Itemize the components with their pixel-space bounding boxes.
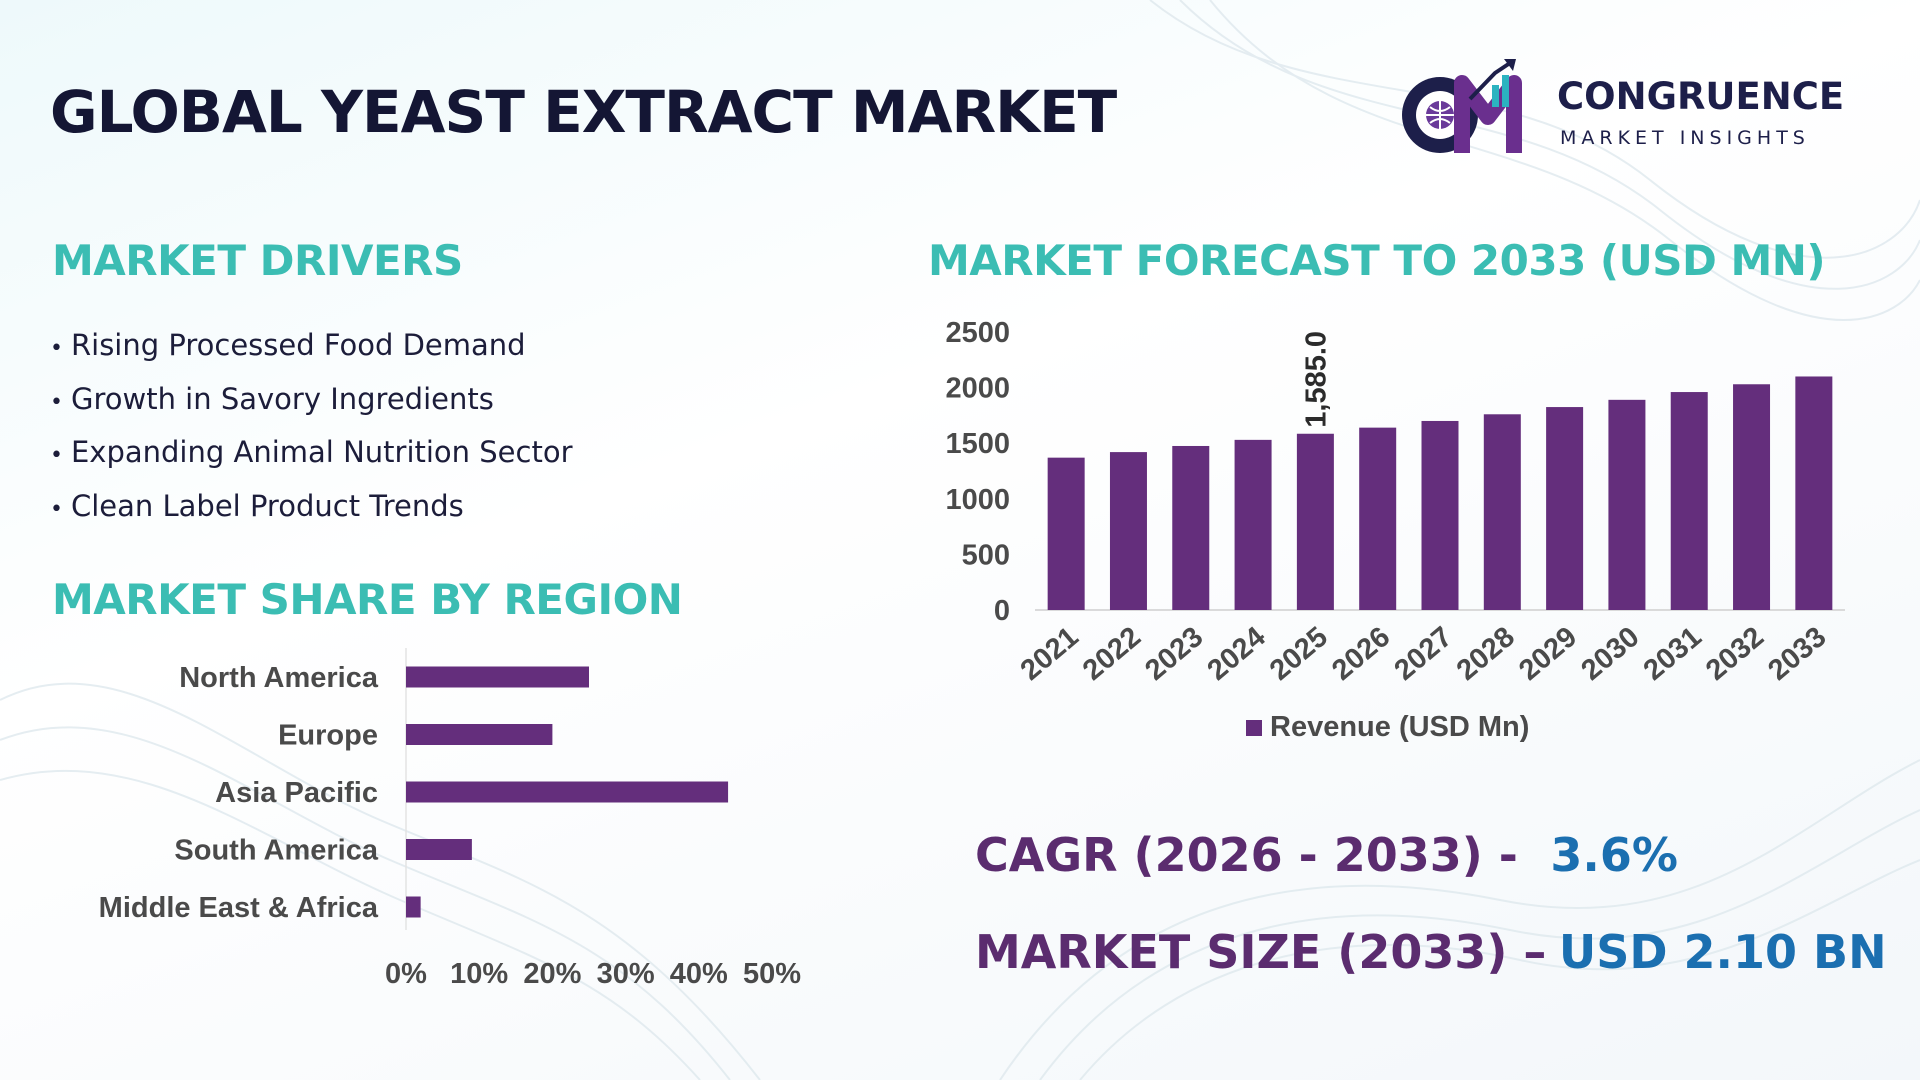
region-bar xyxy=(406,724,553,745)
cagr-label: CAGR (2026 - 2033) - xyxy=(975,828,1518,882)
logo-mark-icon xyxy=(1402,59,1522,153)
bar xyxy=(1546,407,1584,610)
x-tick-label: 2027 xyxy=(1389,621,1459,687)
x-tick-label: 2025 xyxy=(1264,621,1334,687)
region-label: South America xyxy=(174,835,378,867)
bar xyxy=(1109,452,1147,610)
data-label: 1,585.0 xyxy=(1300,331,1332,428)
x-tick-label: 2029 xyxy=(1513,621,1583,687)
region-bar xyxy=(406,839,472,860)
driver-text: Expanding Animal Nutrition Sector xyxy=(70,435,573,469)
driver-text: Growth in Savory Ingredients xyxy=(70,381,494,416)
bar xyxy=(1483,414,1521,610)
x-tick-label: 2021 xyxy=(1015,621,1085,687)
x-tick-label: 2031 xyxy=(1638,621,1708,687)
bar xyxy=(1172,445,1210,610)
bar xyxy=(1047,457,1085,610)
driver-item: • Rising Processed Food Demand xyxy=(50,320,573,374)
region-label: Asia Pacific xyxy=(215,777,378,809)
bar xyxy=(1234,439,1272,610)
x-tick-label: 40% xyxy=(670,958,728,990)
page-title: GLOBAL YEAST EXTRACT MARKET xyxy=(50,78,1117,146)
forecast-title: MARKET FORECAST TO 2033 (USD MN) xyxy=(928,236,1826,285)
y-tick-label: 1500 xyxy=(945,428,1010,460)
x-tick-label: 30% xyxy=(597,958,655,990)
market-drivers-title: MARKET DRIVERS xyxy=(52,236,463,285)
market-size-label: MARKET SIZE (2033) – xyxy=(975,925,1547,979)
x-tick-label: 2032 xyxy=(1700,621,1770,687)
driver-item: • Growth in Savory Ingredients xyxy=(50,374,573,428)
y-tick-label: 0 xyxy=(994,595,1010,627)
x-tick-label: 2033 xyxy=(1762,621,1832,687)
x-tick-label: 2022 xyxy=(1077,621,1147,687)
legend-swatch xyxy=(1246,720,1262,736)
x-tick-label: 2030 xyxy=(1575,621,1645,687)
bullet-icon: • xyxy=(50,389,63,415)
bar xyxy=(1421,420,1459,610)
market-drivers-list: • Rising Processed Food Demand • Growth in… xyxy=(50,320,573,534)
logo-tagline: MARKET INSIGHTS xyxy=(1560,127,1810,149)
bullet-icon: • xyxy=(50,443,63,468)
bar xyxy=(1359,427,1397,610)
company-logo: CONGRUENCE MARKET INSIGHTS xyxy=(1400,55,1870,160)
region-chart: North America Europe Asia Pacific South Ame… xyxy=(99,648,801,990)
y-tick-label: 500 xyxy=(962,539,1010,571)
market-size-value: USD 2.10 BN xyxy=(1558,925,1887,979)
x-tick-label: 0% xyxy=(385,958,427,990)
bar xyxy=(1670,392,1708,610)
driver-item: • Expanding Animal Nutrition Sector xyxy=(50,427,573,481)
bullet-icon: • xyxy=(50,336,63,361)
region-bar xyxy=(406,896,421,918)
driver-item: • Clean Label Product Trends xyxy=(50,481,573,535)
cagr-value: 3.6% xyxy=(1550,828,1678,882)
y-tick-label: 2000 xyxy=(945,373,1010,405)
x-tick-label: 10% xyxy=(450,958,508,990)
forecast-chart: 0 500 1000 1500 2000 2500 20212022202320242025… xyxy=(945,317,1845,743)
market-size-stat: MARKET SIZE (2033) – USD 2.10 BN xyxy=(975,925,1887,979)
driver-text: Rising Processed Food Demand xyxy=(70,328,526,362)
region-label: Middle East & Africa xyxy=(99,892,379,924)
bullet-icon: • xyxy=(50,496,63,522)
y-tick-label: 2500 xyxy=(945,317,1010,349)
y-tick-label: 1000 xyxy=(945,484,1010,516)
legend-label: Revenue (USD Mn) xyxy=(1270,711,1529,743)
cagr-stat: CAGR (2026 - 2033) - 3.6% xyxy=(975,828,1678,882)
driver-text: Clean Label Product Trends xyxy=(70,488,464,523)
x-tick-label: 20% xyxy=(523,958,581,990)
x-tick-label: 2023 xyxy=(1139,621,1209,687)
bar xyxy=(1795,376,1833,610)
bar xyxy=(1296,433,1334,610)
region-bar xyxy=(406,781,729,803)
region-share-title: MARKET SHARE BY REGION xyxy=(52,575,683,624)
x-tick-label: 2026 xyxy=(1326,621,1396,687)
region-label: Europe xyxy=(278,720,378,752)
x-tick-label: 2028 xyxy=(1451,621,1521,687)
region-bar xyxy=(406,666,589,688)
x-tick-label: 2024 xyxy=(1202,621,1272,687)
bar xyxy=(1608,399,1646,610)
bar xyxy=(1733,384,1771,610)
region-label: North America xyxy=(179,662,379,694)
logo-name: CONGRUENCE xyxy=(1557,75,1845,118)
x-tick-label: 50% xyxy=(743,958,801,990)
